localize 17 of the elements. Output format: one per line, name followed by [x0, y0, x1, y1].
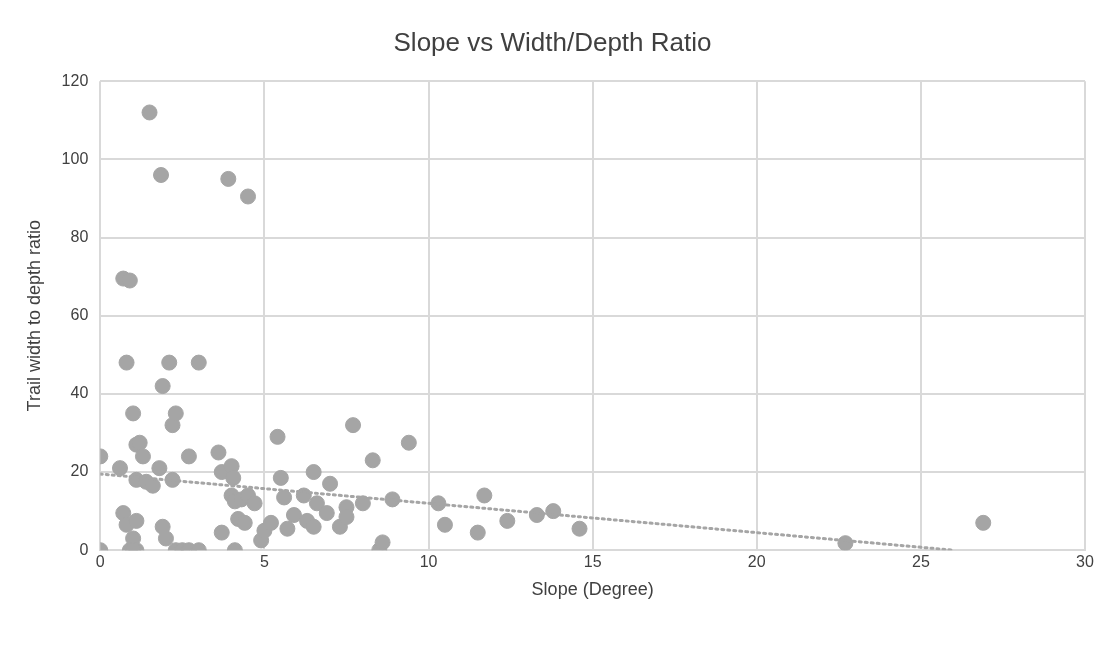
y-axis-title: Trail width to depth ratio — [23, 219, 44, 412]
x-tick-label: 25 — [911, 553, 930, 571]
y-tick-label: 0 — [79, 540, 89, 558]
chart-title: Slope vs Width/Depth Ratio — [393, 26, 712, 57]
x-tick-label: 10 — [419, 553, 438, 571]
x-tick-label: 5 — [259, 553, 269, 571]
x-tick-label: 0 — [95, 553, 105, 571]
y-tick-label: 120 — [61, 71, 89, 89]
y-tick-label: 60 — [70, 306, 89, 324]
y-tick-label: 20 — [70, 462, 89, 480]
x-tick-label: 20 — [747, 553, 766, 571]
y-tick-label: 100 — [61, 149, 89, 167]
x-axis-title: Slope (Degree) — [531, 579, 654, 600]
x-tick-label: 30 — [1076, 553, 1094, 571]
y-tick-label: 40 — [70, 384, 89, 402]
y-tick-label: 80 — [70, 227, 89, 245]
x-tick-label: 15 — [583, 553, 602, 571]
